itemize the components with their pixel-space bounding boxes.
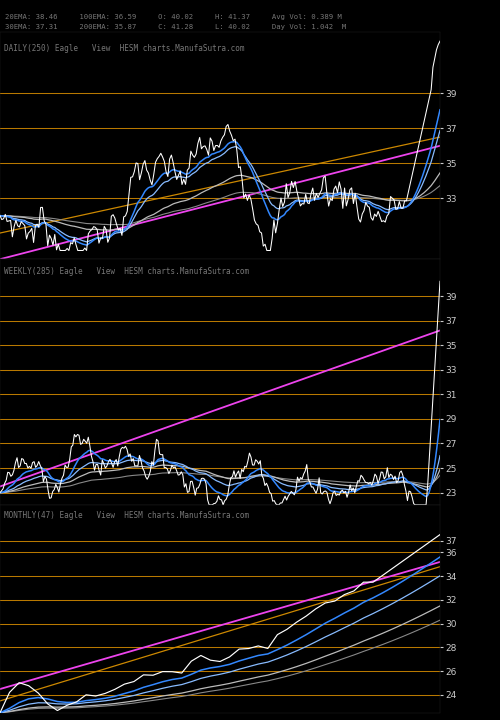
Text: WEEKLY(285) Eagle   View  HESM charts.ManufaSutra.com: WEEKLY(285) Eagle View HESM charts.Manuf…	[4, 266, 250, 276]
Text: 30EMA: 37.31     200EMA: 35.87     C: 41.28     L: 40.02     Day Vol: 1.042  M: 30EMA: 37.31 200EMA: 35.87 C: 41.28 L: 4…	[5, 24, 346, 30]
Text: MONTHLY(47) Eagle   View  HESM charts.ManufaSutra.com: MONTHLY(47) Eagle View HESM charts.Manuf…	[4, 511, 250, 520]
Text: 20EMA: 38.46     100EMA: 36.59     O: 40.02     H: 41.37     Avg Vol: 0.389 M: 20EMA: 38.46 100EMA: 36.59 O: 40.02 H: 4…	[5, 14, 342, 20]
Text: DAILY(250) Eagle   View  HESM charts.ManufaSutra.com: DAILY(250) Eagle View HESM charts.Manufa…	[4, 44, 245, 53]
